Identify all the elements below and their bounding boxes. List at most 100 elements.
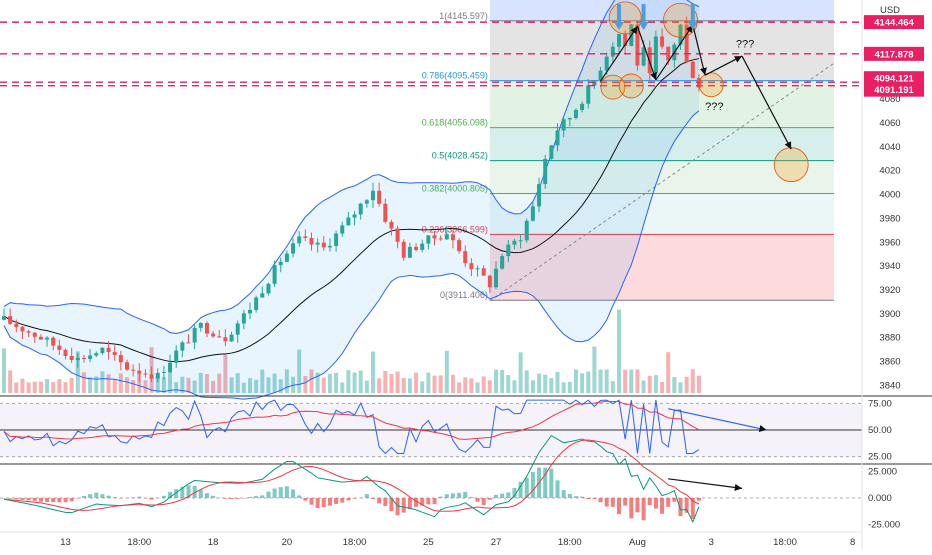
arrow-down-target (741, 55, 792, 150)
volume-bar (450, 374, 455, 393)
price-tag-label: 4144.464 (874, 18, 914, 29)
volume-bar (254, 379, 259, 393)
candle-body (155, 372, 160, 379)
macd-histogram-bar (518, 481, 523, 498)
macd-histogram-bar (444, 494, 449, 498)
highlight-circle (600, 74, 626, 100)
bollinger-bands (3, 0, 700, 400)
candle-body (407, 246, 412, 258)
macd-histogram-bar (198, 489, 203, 498)
candle (241, 310, 246, 330)
candle (617, 33, 621, 55)
macd-histogram-bar (180, 486, 185, 498)
volume-bar (690, 369, 695, 393)
macd-histogram-bar (149, 498, 154, 500)
fib-level-label: 0.618(4056.098) (422, 118, 488, 128)
candle-body (586, 85, 591, 104)
candle (211, 330, 216, 338)
annotations: ?????? (600, 1, 809, 183)
candle-body (660, 36, 665, 47)
candle (610, 42, 615, 62)
time-tick-label: 27 (491, 537, 502, 548)
candle (573, 108, 578, 120)
macd-histogram-bar (174, 489, 179, 498)
macd-histogram-bar (260, 495, 265, 498)
volume-bar (604, 369, 609, 393)
annotation-question: ??? (705, 101, 723, 113)
macd-histogram-bar (186, 485, 191, 498)
candle-body (26, 331, 31, 333)
macd-histogram-bar (81, 495, 86, 498)
candle (598, 66, 603, 83)
time-tick-label: 8 (850, 537, 855, 548)
volume-bar (580, 373, 585, 393)
candle-body (573, 109, 578, 118)
candle (389, 219, 394, 236)
macd-histogram-bar (217, 497, 222, 499)
volume-bar (112, 378, 117, 393)
candle (364, 198, 369, 208)
macd-histogram-bar (358, 497, 363, 499)
macd-histogram-bar (407, 498, 412, 510)
candle (340, 221, 345, 237)
candle (137, 363, 142, 382)
candle-body (235, 323, 240, 335)
volume-bar (346, 370, 351, 393)
volume-bar (8, 370, 13, 393)
candle-body (389, 221, 394, 229)
candle-body (530, 206, 535, 221)
candle (432, 231, 437, 246)
candle (475, 265, 480, 277)
candle (407, 242, 412, 259)
macd-histogram-bar (364, 494, 369, 498)
macd-histogram-bar (334, 498, 339, 504)
macd-histogram-bar (248, 497, 252, 498)
macd-histogram-bar (592, 498, 597, 499)
candle-body (149, 374, 154, 379)
volume-bar (69, 377, 74, 393)
volume-bar (217, 373, 222, 393)
top-marker-head (614, 22, 624, 30)
candle (309, 232, 314, 251)
volume-bar (51, 382, 56, 393)
volume-bar (20, 378, 25, 393)
candle (278, 257, 283, 273)
volume-bar (469, 378, 474, 393)
candle-body (678, 24, 683, 45)
volume-bar (592, 346, 597, 393)
macd-histogram-bar (580, 496, 585, 498)
candle-body (63, 349, 68, 356)
rsi-tick-label: 75.00 (868, 398, 892, 409)
candle-body (469, 263, 474, 270)
volume-bar (494, 369, 498, 393)
candle (131, 364, 136, 377)
price-tag-bg (864, 46, 924, 61)
macd-histogram-bar (623, 498, 628, 506)
candle (444, 226, 449, 240)
rsi-tick-label: 25.00 (868, 452, 892, 463)
candle-body (57, 345, 62, 350)
candle-body (20, 327, 25, 332)
candle (26, 329, 31, 337)
volume-bar (45, 379, 50, 393)
candle-body (297, 236, 302, 244)
price-tag-bg (864, 82, 924, 97)
macd-histogram-bar (377, 498, 382, 504)
candle-body (260, 293, 265, 298)
volume-bar (555, 371, 560, 393)
macd-histogram-bar (432, 498, 437, 505)
volume-bar (229, 377, 234, 393)
macd-signal-line (3, 439, 700, 512)
volume-bar (641, 380, 646, 393)
fib-zone (489, 0, 834, 21)
macd-histogram-bar (395, 498, 400, 516)
macd-histogram-bar (617, 498, 621, 515)
highlight-circle (618, 73, 644, 99)
candle-body (690, 61, 695, 79)
candle (481, 265, 486, 276)
macd-histogram-bar (524, 477, 529, 498)
candle-body (395, 228, 400, 242)
volume-bar (647, 375, 652, 393)
